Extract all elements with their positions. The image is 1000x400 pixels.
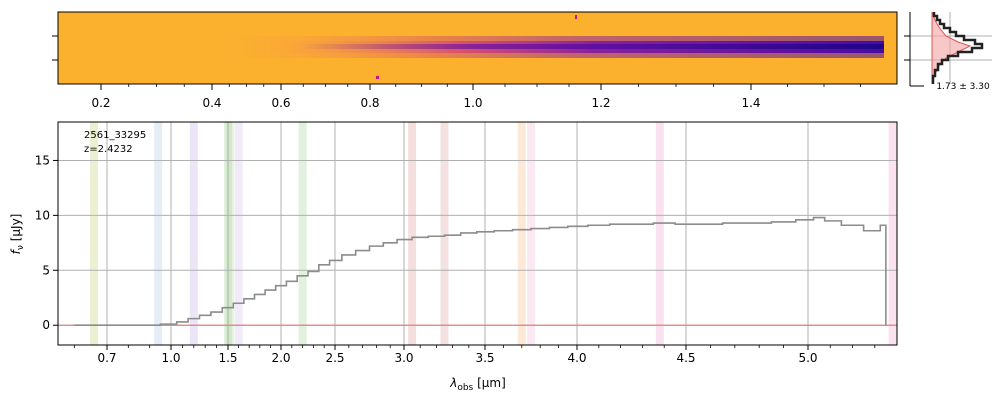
x-tick-label: 2.0 <box>271 351 290 365</box>
spectrum-2d-xtick-label: 0.8 <box>360 96 379 110</box>
x-axis-label-unit: [μm] <box>473 376 506 390</box>
y-axis-label-unit: [μJy] <box>9 214 23 245</box>
spectrum-2d-xtick-label: 0.2 <box>91 96 110 110</box>
spectrum-2d-xtick-label: 1.2 <box>591 96 610 110</box>
spectrum-2d-frame <box>57 11 898 85</box>
x-axis-label: λobs [μm] <box>449 376 506 393</box>
y-tick-label: 0 <box>42 318 50 332</box>
emission-band <box>655 122 664 345</box>
x-tick-label: 5.0 <box>798 351 817 365</box>
histogram-panel: 1.73 ± 3.30 <box>904 11 992 92</box>
flux-series-line <box>74 216 887 327</box>
x-tick-label: 4.0 <box>567 351 586 365</box>
emission-band <box>298 122 307 345</box>
y-axis-label-main: f <box>9 248 23 254</box>
emission-band <box>888 122 897 345</box>
plot-frame <box>57 121 898 346</box>
spectrum-2d-bad-pixel <box>575 15 577 19</box>
emission-band <box>517 122 526 345</box>
emission-band <box>89 122 98 345</box>
y-tick-label: 10 <box>35 208 50 222</box>
x-axis-label-sub: obs <box>457 383 473 393</box>
redshift-label: z=2.4232 <box>84 144 133 155</box>
x-tick-label: 0.7 <box>97 351 116 365</box>
y-axis-label: fν [μJy] <box>9 214 26 255</box>
emission-band <box>154 122 163 345</box>
spectrum-2d-x-axis: 0.2 0.4 0.6 0.8 1.0 1.2 1.4 <box>91 84 861 110</box>
x-tick-label: 3.0 <box>394 351 413 365</box>
x-tick-label: 1.0 <box>161 351 180 365</box>
emission-band <box>440 122 449 345</box>
y-tick-label: 5 <box>42 263 50 277</box>
spectrum-2d-xtick-label: 1.4 <box>741 96 760 110</box>
x-tick-label: 3.5 <box>475 351 494 365</box>
spectrum-2d-xtick-label: 1.0 <box>463 96 482 110</box>
emission-band <box>234 122 243 345</box>
emission-band <box>408 122 417 345</box>
histogram-data-step <box>931 12 984 84</box>
x-tick-label: 4.5 <box>676 351 695 365</box>
spectrum-2d-panel: 0.2 0.4 0.6 0.8 1.0 1.2 1.4 <box>52 11 898 110</box>
object-id-label: 2561_33295 <box>84 130 146 141</box>
x-axis: 0.7 1.0 1.5 2.0 2.5 3.0 3.5 4.0 4.5 5.0 <box>73 345 876 365</box>
spectrum-2d-xtick-label: 0.6 <box>271 96 290 110</box>
histogram-annotation: 1.73 ± 3.30 <box>936 82 990 92</box>
y-axis: 0 5 10 15 <box>35 153 58 332</box>
y-axis-label-sub: ν <box>16 245 26 250</box>
emission-band <box>527 122 535 345</box>
spectrum-2d-bad-pixel <box>376 76 379 79</box>
spectrum-2d-xtick-label: 0.4 <box>202 96 221 110</box>
y-tick-label: 15 <box>35 153 50 167</box>
spectrum-1d-panel: 0.7 1.0 1.5 2.0 2.5 3.0 3.5 4.0 4.5 5.0 0 5 10 15 25… <box>9 121 898 393</box>
x-axis-label-main: λ <box>449 376 457 390</box>
emission-band <box>226 122 235 345</box>
emission-band <box>189 122 198 345</box>
spectrum-2d-core <box>300 44 884 49</box>
x-tick-label: 1.5 <box>218 351 237 365</box>
x-tick-label: 2.5 <box>325 351 344 365</box>
